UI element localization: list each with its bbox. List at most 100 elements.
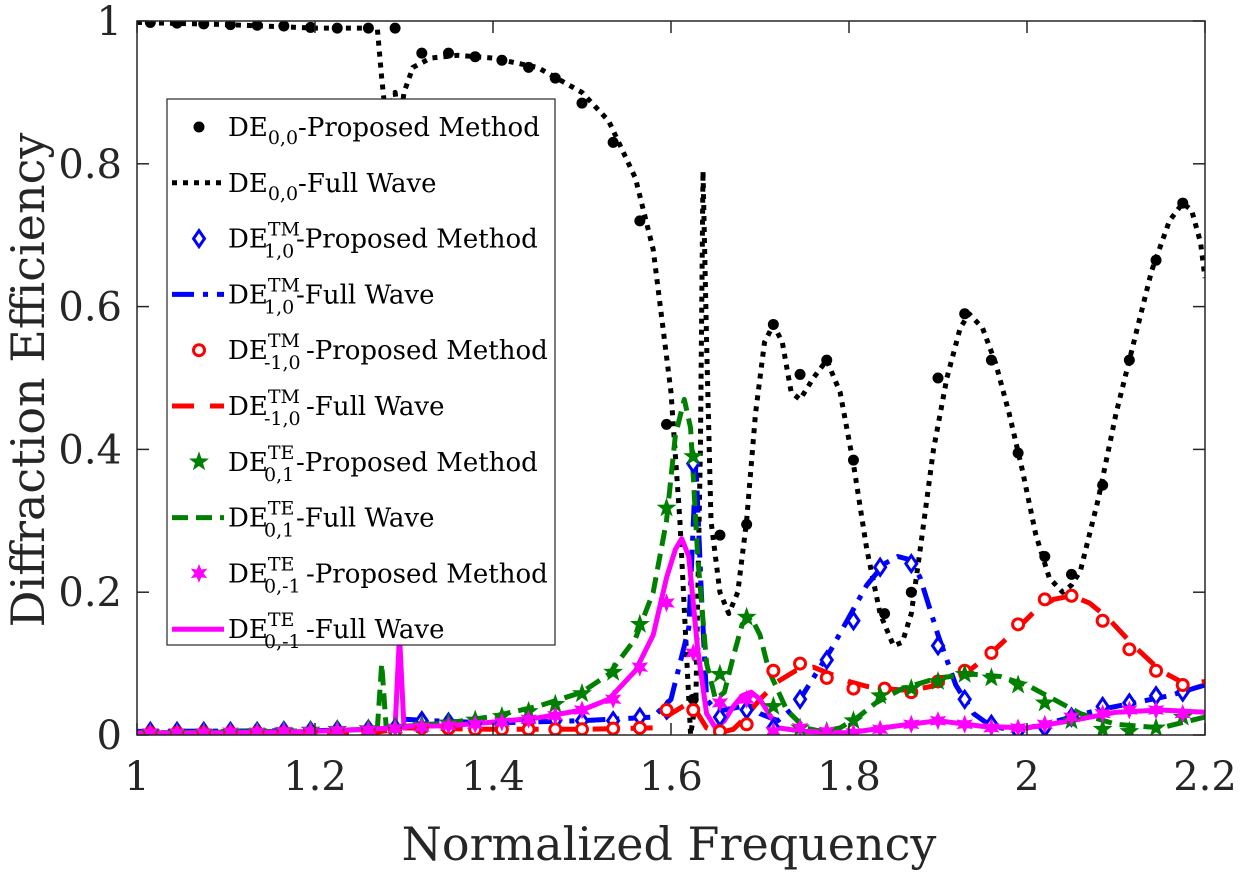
data-point xyxy=(496,54,508,66)
data-point xyxy=(1095,613,1110,628)
legend-box xyxy=(166,98,556,646)
ticks-layer: 1 1.2 1.4 1.6 1.8 2 2.2 0 0.2 0.4 0.6 0.8 1 xyxy=(58,0,1236,800)
data-point xyxy=(331,22,343,34)
legend-label: DETM 1,0-Proposed Method xyxy=(228,219,538,263)
data-point xyxy=(572,683,592,703)
data-point xyxy=(576,97,588,109)
data-point xyxy=(1150,254,1162,266)
data-point xyxy=(685,643,702,663)
legend-marker xyxy=(193,121,205,133)
data-point xyxy=(222,722,239,735)
legend-entry-5: DETM -1,0 -Full Wave xyxy=(172,386,445,430)
data-point xyxy=(872,556,888,578)
data-point xyxy=(929,711,947,731)
data-point xyxy=(1036,714,1053,734)
data-point xyxy=(632,720,647,735)
data-point xyxy=(903,552,919,575)
data-point xyxy=(871,719,889,735)
legend-marker xyxy=(190,563,208,583)
data-point xyxy=(604,689,622,709)
data-point xyxy=(736,606,757,626)
data-point xyxy=(1097,479,1109,491)
data-point xyxy=(792,688,808,710)
data-point xyxy=(603,661,624,681)
data-point xyxy=(738,689,755,709)
data-point xyxy=(1147,700,1165,720)
data-point xyxy=(983,718,1000,735)
data-point xyxy=(903,714,920,734)
data-point xyxy=(821,354,833,366)
data-point xyxy=(956,714,973,734)
legend-entry-4: DETM -1,0 -Proposed Method xyxy=(192,330,548,374)
x-tick-label: 1 xyxy=(124,754,149,800)
data-point xyxy=(1064,588,1079,603)
data-point xyxy=(794,368,806,380)
data-point xyxy=(168,723,186,735)
data-point xyxy=(1094,704,1111,724)
legend-entry-8: DETE 0,-1 -Proposed Method xyxy=(190,553,548,597)
data-point xyxy=(818,721,835,735)
data-point xyxy=(575,722,589,735)
legend-marker xyxy=(189,451,209,471)
data-point xyxy=(469,51,481,63)
data-point xyxy=(548,722,563,735)
legend-label: DETM 1,0-Full Wave xyxy=(228,274,435,318)
y-tick-label: 0 xyxy=(97,713,122,759)
data-point xyxy=(1177,197,1189,209)
data-point xyxy=(687,693,699,705)
data-point xyxy=(658,593,675,613)
data-point xyxy=(739,717,754,732)
legend-entry-2: DETM 1,0-Proposed Method xyxy=(191,219,538,263)
data-point xyxy=(683,446,704,465)
data-point xyxy=(573,700,591,720)
legend-label: DETE 0,-1 -Full Wave xyxy=(228,609,445,653)
data-point xyxy=(928,671,948,690)
data-point xyxy=(416,47,428,59)
legend-label: DETE 0,1-Proposed Method xyxy=(228,442,538,486)
data-point xyxy=(493,712,511,732)
data-point xyxy=(251,21,263,31)
data-point xyxy=(901,678,922,698)
legend-label: DE0,0-Full Wave xyxy=(228,169,437,205)
data-point xyxy=(686,703,701,718)
data-point xyxy=(846,610,861,632)
data-point xyxy=(765,721,782,735)
data-point xyxy=(1063,707,1080,727)
legend-label: DETM -1,0 -Proposed Method xyxy=(228,330,548,374)
legend-entry-6: DETE 0,1-Proposed Method xyxy=(189,442,538,486)
data-point xyxy=(714,529,726,541)
data-point xyxy=(905,586,917,598)
y-tick-label: 0.2 xyxy=(58,570,122,616)
data-point xyxy=(305,21,317,33)
data-point xyxy=(607,136,619,148)
data-point xyxy=(248,722,266,735)
data-point xyxy=(1066,568,1077,580)
data-point xyxy=(659,703,674,718)
legend-marker xyxy=(191,227,207,250)
data-point xyxy=(631,657,649,677)
legend: DE0,0-Proposed Method DE0,0-Full Wave DETM… xyxy=(166,98,556,653)
data-point xyxy=(467,714,484,734)
data-point xyxy=(793,656,808,671)
data-point xyxy=(523,61,535,73)
data-point xyxy=(389,22,401,34)
legend-label: DETE 0,1-Full Wave xyxy=(228,498,435,542)
x-tick-label: 2 xyxy=(1014,754,1039,800)
legend-entry-9: DETE 0,-1 -Full Wave xyxy=(172,609,445,653)
data-point xyxy=(932,372,944,384)
x-tick-label: 1.4 xyxy=(461,754,525,800)
data-point xyxy=(957,688,973,710)
data-point xyxy=(819,649,835,671)
y-axis-label: Diffraction Efficiency xyxy=(1,133,55,628)
data-layer xyxy=(137,21,1205,735)
data-point xyxy=(1037,592,1052,607)
data-point xyxy=(930,635,946,657)
data-point xyxy=(329,721,346,735)
data-point xyxy=(741,518,753,530)
data-point xyxy=(195,723,212,735)
data-point xyxy=(443,47,454,59)
data-point xyxy=(1092,718,1113,735)
x-tick-label: 1.6 xyxy=(639,754,703,800)
series-line-5 xyxy=(137,593,1205,735)
